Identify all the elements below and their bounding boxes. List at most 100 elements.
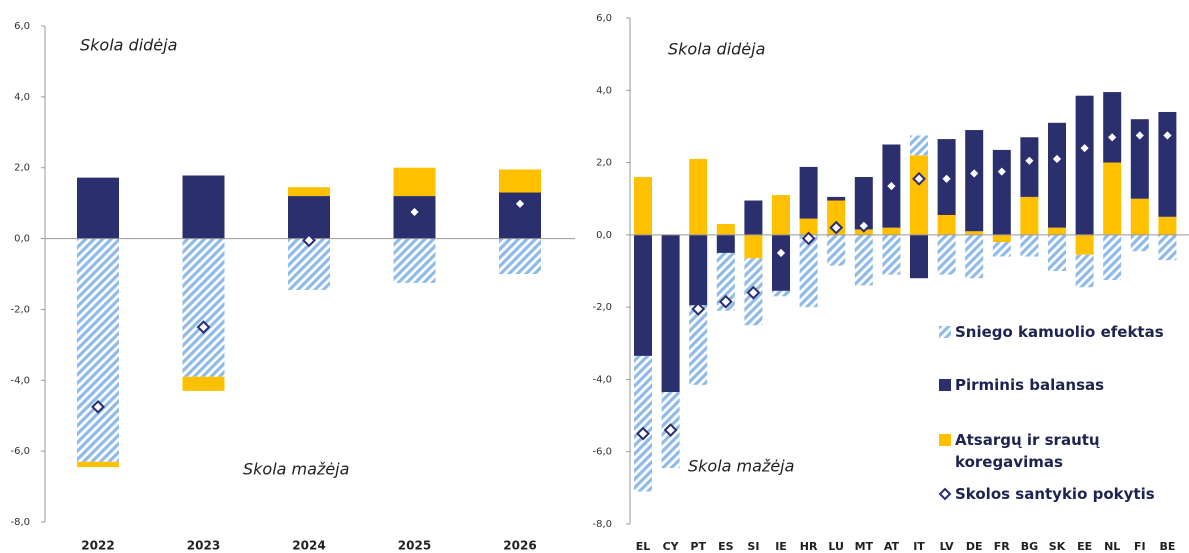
bar-segment [77, 177, 119, 239]
x-tick-label: HR [800, 540, 818, 553]
x-tick-label: AT [884, 540, 900, 553]
bar-segment [1158, 216, 1177, 235]
diamond-marker [718, 294, 733, 309]
bar-segment [634, 177, 652, 235]
bar-segment [827, 196, 846, 201]
bar-segment [937, 214, 956, 235]
x-tick-label: LU [828, 540, 844, 553]
legend-label: Skolos santykio pokytis [955, 485, 1155, 503]
bar-segment [499, 238, 541, 274]
bar-segment [716, 224, 735, 235]
x-tick-label: 2022 [81, 539, 114, 553]
bar-segment [1075, 234, 1094, 255]
x-tick-label: 2024 [292, 539, 325, 553]
annotation: Skola didėja [668, 40, 765, 59]
x-tick-label: 2025 [398, 539, 431, 553]
diamond-marker [994, 164, 1009, 179]
bar-segment [1103, 234, 1122, 281]
diamond-marker [196, 320, 211, 335]
bar-segment [1075, 95, 1094, 235]
bar-segment [393, 238, 436, 283]
bar-segment [1020, 234, 1039, 257]
bar-segment [744, 200, 763, 235]
bar-segment [992, 149, 1011, 235]
y-tick-label: -6,0 [592, 447, 612, 458]
bar-segment [1075, 254, 1094, 288]
y-tick-label: 6,0 [14, 21, 30, 32]
bar-segment [882, 227, 901, 235]
bar-segment [965, 130, 984, 232]
y-tick-label: 0,0 [14, 234, 30, 245]
diamond-marker [856, 218, 871, 233]
legend-swatch [939, 379, 951, 391]
bar-segment [1158, 234, 1177, 261]
legend-label: Pirminis balansas [955, 376, 1105, 394]
bar-segment [1130, 234, 1149, 252]
x-tick-label: ES [718, 540, 734, 553]
bar-segment [499, 169, 541, 193]
bar-segment [1158, 111, 1177, 217]
y-tick-label: -4,0 [10, 375, 30, 386]
bar-segment [910, 234, 928, 279]
diamond-marker [1050, 152, 1064, 166]
bar-segment [799, 234, 818, 308]
x-tick-label: DE [966, 540, 983, 553]
bar-segment [992, 242, 1011, 257]
bar-segment [689, 234, 708, 306]
y-tick-label: 4,0 [14, 92, 30, 103]
y-tick-label: 6,0 [596, 13, 612, 24]
legend-swatch [938, 487, 952, 501]
diamond-marker [663, 423, 678, 437]
x-tick-label: SI [747, 540, 759, 553]
x-tick-label: EE [1077, 540, 1092, 553]
diamond-marker [1132, 128, 1147, 143]
bar-segment [827, 234, 846, 266]
bar-segment [1103, 162, 1122, 235]
bar-segment [910, 135, 928, 156]
bar-segment [661, 234, 680, 393]
diamond-marker [1022, 153, 1037, 168]
bar-segment [77, 238, 119, 462]
bar-segment [1048, 122, 1066, 228]
y-tick-label: 2,0 [14, 163, 30, 174]
x-tick-label: EL [636, 540, 651, 553]
bar-segment [393, 167, 436, 197]
y-tick-label: 2,0 [596, 158, 612, 169]
bar-segment [854, 177, 873, 230]
legend-swatch [939, 434, 951, 446]
diamond-marker [801, 231, 816, 246]
bar-segment [1130, 198, 1149, 235]
diamond-marker [1160, 128, 1175, 143]
y-tick-label: 0,0 [596, 230, 612, 241]
annotation: Skola didėja [80, 36, 177, 55]
bar-segment [744, 234, 763, 259]
diamond-marker [302, 233, 316, 248]
bar-segment [634, 234, 652, 356]
bar-segment [1130, 119, 1149, 199]
y-tick-label: -8,0 [10, 517, 30, 528]
diamond-marker [829, 220, 844, 235]
bar-segment [1048, 234, 1066, 271]
x-tick-label: IE [775, 540, 787, 553]
y-tick-label: 4,0 [596, 85, 612, 96]
bar-segment [965, 234, 984, 279]
diamond-marker [91, 399, 105, 414]
bar-segment [854, 234, 873, 286]
diamond-marker [939, 171, 954, 186]
x-tick-label: FR [994, 540, 1011, 553]
bar-segment [288, 187, 330, 197]
bar-segment [77, 461, 119, 468]
x-tick-label: LV [940, 540, 954, 553]
bar-segment [882, 234, 901, 275]
bar-segment [689, 158, 708, 235]
bar-segment [910, 155, 928, 235]
diamond-marker [1077, 141, 1092, 156]
bar-segment [716, 252, 735, 311]
bar-segment [634, 355, 652, 492]
x-tick-label: 2023 [187, 539, 220, 553]
bar-segment [992, 234, 1011, 243]
annotation: Skola mažėja [688, 457, 794, 476]
bar-segment [288, 196, 330, 239]
bar-segment [182, 238, 225, 377]
